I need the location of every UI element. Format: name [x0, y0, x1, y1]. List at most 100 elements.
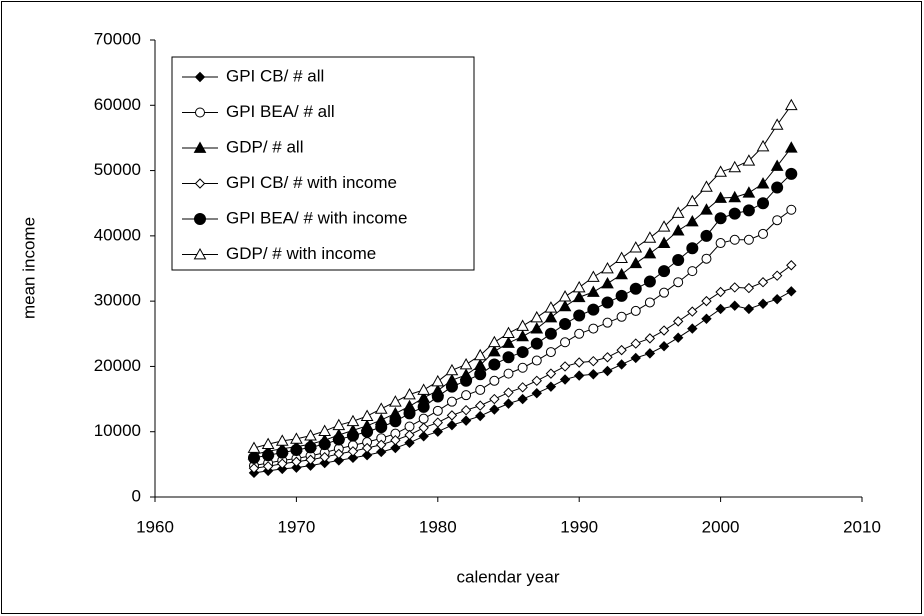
- data-point: [573, 370, 585, 381]
- data-point: [361, 425, 374, 438]
- data-point: [403, 387, 416, 400]
- data-point: [277, 458, 288, 469]
- data-point: [701, 313, 712, 324]
- data-point: [276, 446, 289, 459]
- data-point: [275, 434, 289, 446]
- data-point: [630, 305, 641, 316]
- data-point: [544, 301, 558, 313]
- data-point: [784, 98, 798, 111]
- y-tick-label: 30000: [94, 291, 141, 310]
- data-point: [291, 462, 302, 473]
- data-point: [502, 326, 515, 339]
- data-point: [772, 215, 783, 226]
- data-point: [742, 204, 755, 217]
- data-point: [545, 381, 557, 392]
- data-point: [671, 224, 685, 236]
- data-point: [475, 400, 486, 411]
- data-point: [347, 452, 359, 464]
- data-point: [530, 337, 543, 350]
- data-point: [446, 419, 458, 431]
- data-point: [503, 387, 514, 398]
- data-point: [318, 424, 332, 436]
- data-point: [531, 387, 542, 399]
- data-point: [601, 261, 614, 274]
- data-point: [404, 437, 415, 449]
- data-point: [685, 214, 699, 227]
- data-point: [701, 295, 712, 307]
- data-point: [616, 344, 627, 356]
- data-point: [771, 270, 783, 281]
- data-point: [248, 463, 260, 474]
- data-point: [672, 332, 684, 343]
- data-point: [516, 346, 529, 359]
- data-point: [715, 238, 726, 249]
- data-point: [560, 337, 571, 348]
- data-point: [574, 328, 585, 339]
- data-point: [742, 186, 756, 198]
- data-point: [715, 286, 726, 298]
- y-tick-label: 70000: [94, 29, 141, 48]
- x-tick-label: 1960: [136, 517, 174, 536]
- data-point: [262, 461, 274, 472]
- data-point: [475, 410, 486, 422]
- data-point: [305, 454, 316, 465]
- data-point: [586, 285, 600, 297]
- data-point: [488, 358, 501, 371]
- data-point: [588, 355, 599, 367]
- data-point: [332, 418, 346, 431]
- data-point: [461, 390, 472, 401]
- data-point: [559, 317, 572, 330]
- data-point: [531, 355, 542, 366]
- data-point: [630, 338, 641, 349]
- data-point: [446, 410, 458, 421]
- data-point: [644, 297, 655, 308]
- data-point: [756, 177, 770, 189]
- data-point: [615, 267, 628, 280]
- data-point: [602, 317, 613, 328]
- legend-label: GDP/ # with income: [226, 244, 376, 263]
- data-point: [389, 395, 402, 407]
- data-point: [786, 286, 797, 297]
- data-point: [545, 347, 556, 358]
- data-point: [644, 333, 656, 344]
- data-point: [530, 310, 544, 323]
- legend-marker: [193, 247, 207, 260]
- data-point: [360, 409, 374, 421]
- data-point: [516, 329, 529, 342]
- data-point: [390, 434, 401, 446]
- x-tick-label: 2010: [843, 517, 881, 536]
- x-tick-label: 2000: [702, 517, 740, 536]
- data-point: [544, 310, 558, 323]
- data-point: [714, 165, 727, 177]
- legend-label: GPI BEA/ # with income: [226, 208, 407, 227]
- data-point: [445, 380, 458, 393]
- data-point: [572, 290, 586, 303]
- data-point: [601, 296, 614, 309]
- y-tick-label: 0: [132, 486, 141, 505]
- data-point: [517, 382, 528, 393]
- data-point: [376, 439, 387, 450]
- data-point: [687, 266, 698, 277]
- data-point: [432, 417, 444, 428]
- data-point: [475, 384, 486, 395]
- data-point: [530, 322, 544, 334]
- data-point: [559, 374, 571, 385]
- data-point: [643, 275, 656, 288]
- y-tick-label: 50000: [94, 160, 141, 179]
- data-point: [389, 415, 402, 428]
- y-axis-label: mean income: [19, 217, 38, 319]
- data-point: [672, 316, 684, 327]
- data-point: [573, 309, 586, 322]
- data-point: [786, 260, 797, 271]
- data-point: [460, 415, 472, 426]
- data-point: [757, 298, 769, 309]
- data-point: [770, 159, 784, 171]
- y-tick-label: 10000: [94, 421, 141, 440]
- data-point: [700, 203, 713, 215]
- data-point: [602, 365, 613, 377]
- data-point: [531, 375, 542, 386]
- data-point: [460, 374, 473, 387]
- data-point: [459, 357, 473, 370]
- x-tick-label: 1970: [277, 517, 315, 536]
- data-point: [418, 422, 429, 434]
